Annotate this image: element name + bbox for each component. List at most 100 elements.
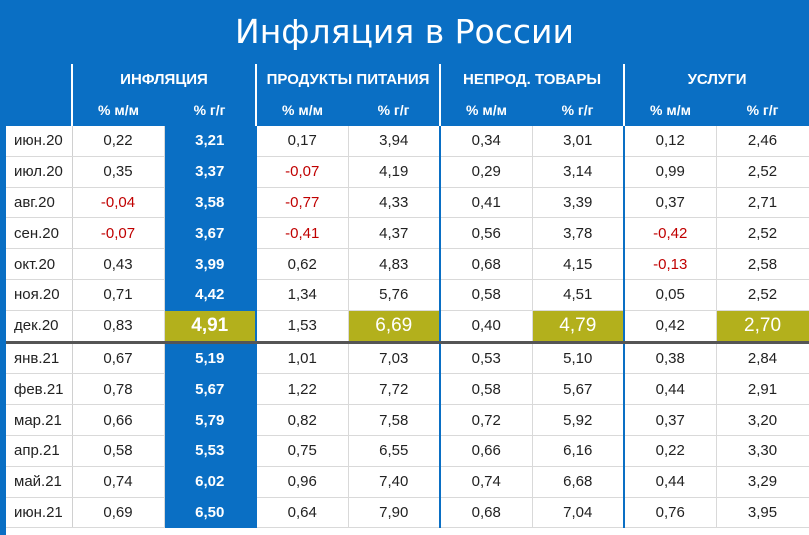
subheader-yy: % г/г [532, 94, 625, 126]
cell-mom: 0,72 [439, 404, 533, 436]
cell-yoy: 5,67 [164, 373, 257, 406]
cell-mom: 0,67 [72, 342, 165, 375]
row-period-label: янв.21 [6, 342, 73, 375]
cell-mom: 0,82 [255, 404, 349, 436]
cell-yoy: 4,83 [348, 248, 441, 280]
cell-yoy: 7,90 [348, 497, 441, 529]
cell-mom: 0,37 [623, 187, 717, 219]
cell-mom: 0,62 [255, 248, 349, 280]
cell-yoy: 7,58 [348, 404, 441, 436]
cell-yoy: 5,79 [164, 404, 257, 436]
cell-mom: 0,69 [72, 497, 165, 529]
cell-mom: 0,34 [439, 126, 533, 157]
cell-yoy: 7,40 [348, 466, 441, 498]
cell-yoy: 2,84 [716, 342, 809, 375]
cell-mom: 0,17 [255, 126, 349, 157]
row-period-label: ноя.20 [6, 279, 73, 311]
cell-mom: -0,07 [72, 217, 165, 250]
cell-mom: 0,76 [623, 497, 717, 529]
row-period-label: фев.21 [6, 373, 73, 406]
cell-yoy: 6,68 [532, 466, 625, 498]
cell-mom: -0,04 [72, 187, 165, 219]
subheader-mm: % м/м [439, 94, 533, 126]
row-period-label: июн.20 [6, 126, 73, 157]
cell-mom: 0,66 [439, 435, 533, 467]
group-header-services: УСЛУГИ [623, 64, 809, 94]
cell-mom: 1,01 [255, 342, 349, 375]
cell-yoy: 3,20 [716, 404, 809, 436]
cell-yoy: 3,30 [716, 435, 809, 467]
cell-mom: 0,05 [623, 279, 717, 311]
cell-yoy: 4,42 [164, 279, 257, 311]
cell-mom: 0,74 [72, 466, 165, 498]
cell-mom: 0,12 [623, 126, 717, 157]
cell-mom: 0,74 [439, 466, 533, 498]
cell-mom: 0,41 [439, 187, 533, 219]
cell-yoy: 4,15 [532, 248, 625, 280]
row-period-label: мар.21 [6, 404, 73, 436]
row-period-label: июл.20 [6, 156, 73, 188]
cell-yoy: 5,67 [532, 373, 625, 406]
table-row: окт.20 0,43 3,99 0,62 4,83 0,68 4,15 -0,13 2,58 [6, 248, 809, 280]
cell-mom: 0,58 [439, 279, 533, 311]
cell-yoy: 4,37 [348, 217, 441, 250]
cell-yoy: 2,52 [716, 279, 809, 311]
table-row: июн.20 0,22 3,21 0,17 3,94 0,34 3,01 0,12 2,46 [6, 126, 809, 157]
cell-yoy: 6,02 [164, 466, 257, 498]
cell-mom: 0,53 [439, 342, 533, 375]
table-body: июн.20 0,22 3,21 0,17 3,94 0,34 3,01 0,12 2,46 ию… [6, 126, 809, 529]
table-row: фев.21 0,78 5,67 1,22 7,72 0,58 5,67 0,44 2,91 [6, 373, 809, 406]
table-row: авг.20 -0,04 3,58 -0,77 4,33 0,41 3,39 0,37 2,71 [6, 187, 809, 219]
cell-yoy: 4,33 [348, 187, 441, 219]
cell-yoy: 2,71 [716, 187, 809, 219]
row-period-label: сен.20 [6, 217, 73, 250]
cell-yoy: 7,03 [348, 342, 441, 375]
cell-mom: 0,37 [623, 404, 717, 436]
cell-yoy: 2,58 [716, 248, 809, 280]
row-period-label: июн.21 [6, 497, 73, 529]
cell-yoy: 4,51 [532, 279, 625, 311]
row-period-label: авг.20 [6, 187, 73, 219]
cell-mom: 0,68 [439, 497, 533, 529]
corner-cell [6, 64, 72, 94]
cell-mom: 0,22 [623, 435, 717, 467]
cell-yoy: 7,04 [532, 497, 625, 529]
inflation-table: ИНФЛЯЦИЯ ПРОДУКТЫ ПИТАНИЯ НЕПРОД. ТОВАРЫ… [6, 64, 809, 529]
cell-yoy: 5,19 [164, 342, 257, 375]
cell-yoy: 5,10 [532, 342, 625, 375]
cell-yoy: 4,91 [164, 310, 257, 344]
cell-yoy: 3,78 [532, 217, 625, 250]
cell-mom: -0,77 [255, 187, 349, 219]
subheader-row: % м/м % г/г % м/м % г/г % м/м % г/г % м/… [6, 94, 809, 126]
subheader-mm: % м/м [623, 94, 717, 126]
corner-cell-2 [6, 94, 72, 126]
cell-mom: -0,13 [623, 248, 717, 280]
subheader-mm: % м/м [71, 94, 164, 126]
row-period-label: дек.20 [6, 310, 73, 344]
row-period-label: май.21 [6, 466, 73, 498]
cell-yoy: 3,94 [348, 126, 441, 157]
cell-mom: 0,71 [72, 279, 165, 311]
inflation-table-container: ИНФЛЯЦИЯ ПРОДУКТЫ ПИТАНИЯ НЕПРОД. ТОВАРЫ… [6, 64, 809, 535]
subheader-yy: % г/г [164, 94, 257, 126]
cell-mom: 1,53 [255, 310, 349, 344]
cell-yoy: 5,76 [348, 279, 441, 311]
cell-yoy: 2,46 [716, 126, 809, 157]
cell-mom: 0,35 [72, 156, 165, 188]
row-period-label: окт.20 [6, 248, 73, 280]
cell-mom: 0,64 [255, 497, 349, 529]
cell-mom: 1,34 [255, 279, 349, 311]
cell-yoy: 4,79 [532, 310, 625, 344]
table-row: апр.21 0,58 5,53 0,75 6,55 0,66 6,16 0,22 3,30 [6, 435, 809, 467]
cell-yoy: 3,99 [164, 248, 257, 280]
cell-mom: 0,78 [72, 373, 165, 406]
cell-yoy: 4,19 [348, 156, 441, 188]
table-row: сен.20 -0,07 3,67 -0,41 4,37 0,56 3,78 -0,42 2,5… [6, 217, 809, 250]
table-row: мар.21 0,66 5,79 0,82 7,58 0,72 5,92 0,37 3,20 [6, 404, 809, 436]
cell-mom: 0,42 [623, 310, 717, 344]
cell-yoy: 2,91 [716, 373, 809, 406]
cell-mom: 0,22 [72, 126, 165, 157]
cell-yoy: 3,37 [164, 156, 257, 188]
table-row: дек.20 0,83 4,91 1,53 6,69 0,40 4,79 0,42 2,70 [6, 310, 809, 344]
cell-yoy: 7,72 [348, 373, 441, 406]
